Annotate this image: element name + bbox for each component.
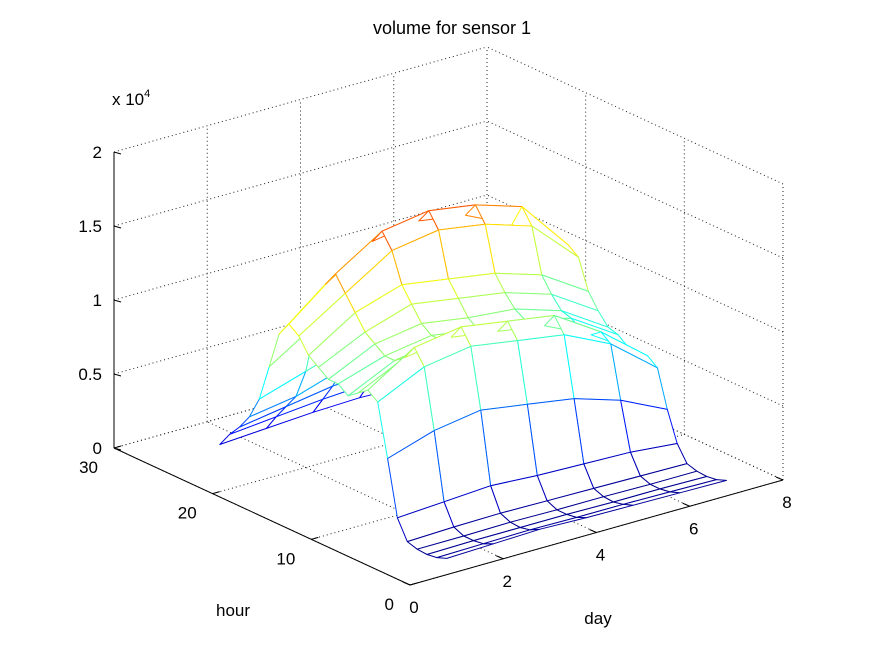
grid-line <box>113 342 488 449</box>
z-multiplier-base: x 10 <box>112 90 144 109</box>
surface-patch <box>669 479 727 494</box>
grid-line <box>113 268 488 375</box>
z-tick-label: 2 <box>93 143 102 162</box>
y-axis-label: hour <box>216 601 250 620</box>
z-multiplier-exponent: 4 <box>144 88 150 100</box>
grid-line <box>113 120 488 227</box>
x-tick-label: 2 <box>503 572 512 591</box>
grid-line <box>212 388 586 495</box>
x-tick-label: 8 <box>782 493 791 512</box>
y-tick-label: 0 <box>385 595 394 614</box>
x-tick-label: 0 <box>409 598 418 617</box>
chart-title: volume for sensor 1 <box>373 18 531 38</box>
x-tick <box>496 555 504 560</box>
z-tick <box>113 299 122 303</box>
z-multiplier-label: x 104 <box>112 88 150 109</box>
x-tick <box>402 581 411 586</box>
grid-layer <box>113 46 784 586</box>
y-tick <box>212 491 220 495</box>
y-tick-label: 20 <box>178 504 197 523</box>
surface-patch <box>620 399 678 453</box>
x-tick-label: 4 <box>596 546 605 565</box>
y-tick-label: 10 <box>276 549 295 568</box>
y-axis-line <box>113 447 411 586</box>
x-tick-label: 6 <box>689 519 698 538</box>
grid-line <box>486 46 784 185</box>
z-tick <box>113 151 122 155</box>
z-tick <box>113 225 122 229</box>
z-tick <box>113 373 122 377</box>
x-tick <box>775 476 784 481</box>
x-axis-label: day <box>584 609 612 628</box>
label-layer: volume for sensor 1 hour day x 104 <box>112 18 612 628</box>
z-tick-label: 0 <box>93 439 102 458</box>
z-tick <box>113 447 122 451</box>
y-tick-label: 30 <box>79 458 98 477</box>
y-tick <box>113 445 122 449</box>
z-tick-label: 0.5 <box>78 365 102 384</box>
z-tick-label: 1.5 <box>78 217 102 236</box>
grid-line <box>311 433 685 540</box>
grid-line <box>113 46 488 153</box>
z-tick-label: 1 <box>93 291 102 310</box>
x-tick <box>589 529 597 533</box>
x-tick <box>682 502 690 507</box>
y-tick <box>311 536 319 540</box>
y-tick <box>409 582 418 586</box>
surface-layer <box>219 204 727 559</box>
grid-line <box>113 194 488 301</box>
